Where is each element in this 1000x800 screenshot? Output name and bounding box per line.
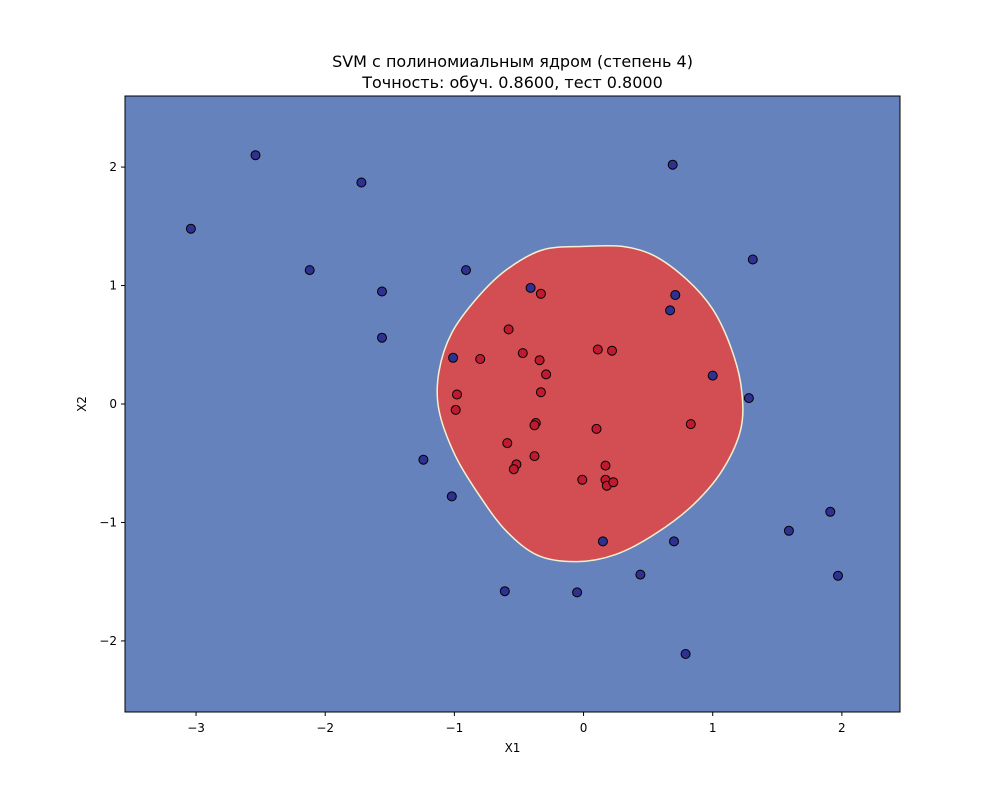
class1-point	[517, 348, 528, 359]
y-tick-label: 0	[109, 397, 117, 411]
class0-point	[669, 536, 679, 547]
class1-point	[503, 324, 514, 335]
class0-point	[707, 370, 718, 381]
y-axis-ticks: −2 −1 0 1 2	[99, 160, 125, 648]
class1-point	[685, 419, 696, 430]
class0-point	[499, 586, 510, 597]
class0-point	[448, 352, 459, 363]
class1-point	[508, 464, 519, 475]
class0-point	[833, 570, 843, 581]
class0-point	[747, 254, 758, 265]
class0-point	[825, 506, 836, 517]
x-tick-label: 0	[580, 721, 588, 735]
x-tick-label: −1	[446, 721, 464, 735]
class1-point	[592, 344, 603, 355]
class1-point	[591, 423, 602, 434]
class0-point	[667, 159, 678, 170]
class0-point	[185, 223, 196, 234]
scatter-points	[185, 150, 843, 659]
class0-point	[446, 491, 457, 502]
y-tick-label: 2	[109, 160, 117, 174]
class1-point	[607, 345, 617, 356]
class0-point	[377, 286, 387, 297]
x-tick-label: 1	[709, 721, 717, 735]
class1-point	[475, 354, 486, 364]
class1-point	[450, 404, 461, 415]
class0-point	[597, 536, 608, 547]
class1-point	[541, 369, 552, 380]
class1-point	[529, 451, 540, 462]
chart-title: SVM с полиномиальным ядром (степень 4)	[332, 52, 693, 71]
class1-point	[534, 355, 545, 366]
class1-point	[577, 474, 588, 485]
class0-point	[250, 150, 261, 161]
class0-point	[743, 393, 754, 404]
x-axis-label: X1	[505, 741, 521, 755]
x-tick-label: −3	[187, 721, 205, 735]
x-tick-label: 2	[838, 721, 846, 735]
decision-region	[436, 244, 744, 563]
y-tick-label: −2	[99, 634, 117, 648]
class0-point	[665, 305, 676, 316]
class0-point	[572, 587, 583, 598]
chart-subtitle: Точность: обуч. 0.8600, тест 0.8000	[361, 73, 663, 92]
class1-point	[600, 460, 611, 471]
class0-point	[783, 525, 794, 536]
x-axis-ticks: −3 −2 −1 0 1 2	[187, 712, 846, 735]
class0-point	[304, 265, 315, 276]
class0-point	[461, 265, 471, 276]
y-axis-label: X2	[75, 396, 89, 412]
y-tick-label: 1	[109, 279, 117, 293]
class0-point	[635, 569, 646, 580]
class0-point	[670, 290, 681, 300]
class1-point	[608, 477, 619, 488]
class0-point	[525, 282, 536, 293]
x-tick-label: −2	[316, 721, 334, 735]
class0-point	[377, 332, 387, 343]
class0-point	[680, 649, 691, 659]
class0-point	[356, 177, 367, 188]
y-tick-label: −1	[99, 515, 117, 529]
class1-point	[529, 420, 540, 431]
class0-point	[418, 454, 429, 465]
class1-point	[535, 288, 546, 299]
class1-point	[502, 438, 513, 449]
class1-point	[535, 387, 546, 398]
class1-point	[452, 389, 462, 400]
